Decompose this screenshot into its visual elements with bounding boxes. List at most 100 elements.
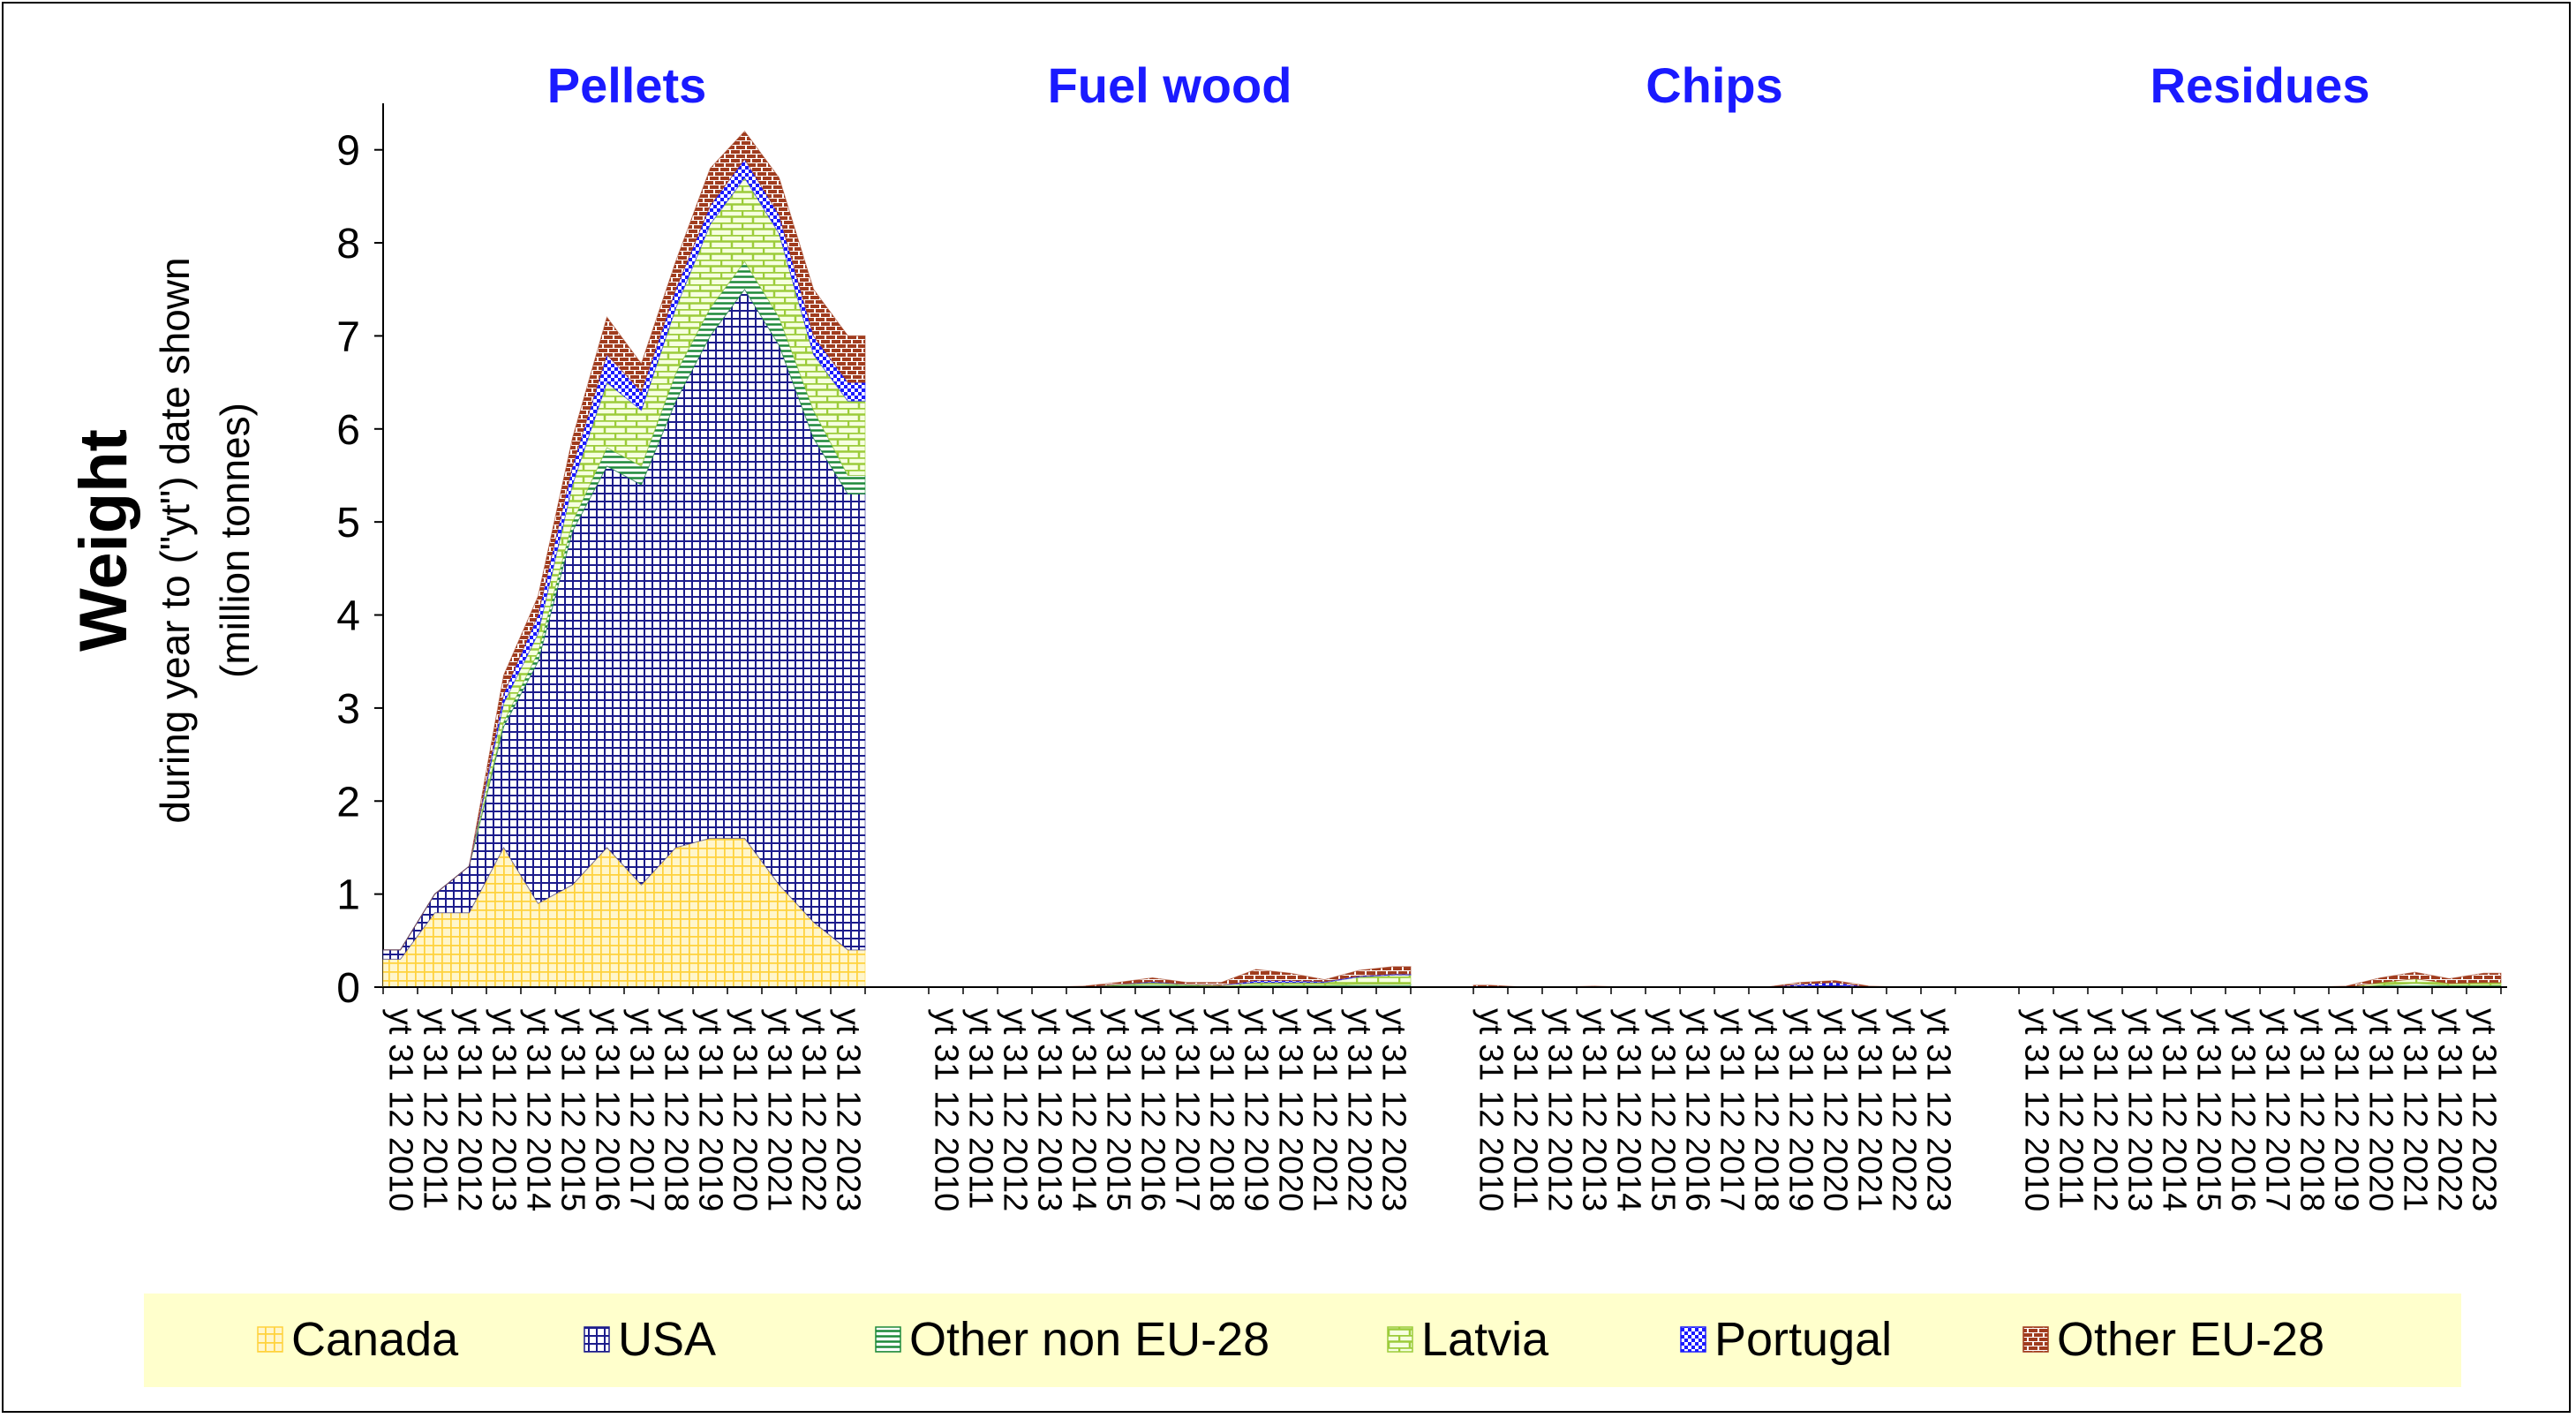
legend-label: USA xyxy=(618,1313,716,1366)
panel-residues xyxy=(2019,971,2502,988)
legend-swatch-other-eu-28 xyxy=(2022,1326,2049,1353)
y-axis-title: Weight xyxy=(66,429,141,652)
panel-title-chips: Chips xyxy=(1646,57,1783,113)
legend-label: Latvia xyxy=(1421,1313,1549,1366)
x-tick-label: yt 31 12 2019 xyxy=(692,1008,729,1211)
y-tick-label: 8 xyxy=(336,221,360,268)
x-tick-label: yt 31 12 2016 xyxy=(1679,1008,1716,1211)
x-tick-label: yt 31 12 2013 xyxy=(486,1008,523,1211)
y-axis-subtitle-line-2: (million tonnes) xyxy=(212,403,258,678)
y-axis: 0 1 2 3 4 5 6 7 8 9 xyxy=(336,103,384,1012)
x-tick-label: yt 31 12 2022 xyxy=(1341,1008,1378,1211)
legend-label: Other EU-28 xyxy=(2057,1313,2324,1366)
x-tick-label: yt 31 12 2014 xyxy=(2156,1008,2193,1211)
panel-title-pellets: Pellets xyxy=(547,57,707,113)
x-tick-label: yt 31 12 2012 xyxy=(997,1008,1034,1211)
legend-swatch-other-non-eu-28 xyxy=(875,1326,901,1353)
panel-pellets xyxy=(382,130,866,988)
panel-title-fuel-wood: Fuel wood xyxy=(1048,57,1292,113)
panel-fuel-wood xyxy=(929,966,1412,988)
x-tick-label: yt 31 12 2021 xyxy=(1851,1008,1888,1211)
x-tick-label: yt 31 12 2015 xyxy=(2190,1008,2227,1211)
x-tick-label: yt 31 12 2023 xyxy=(2466,1008,2503,1211)
x-tick-label: yt 31 12 2020 xyxy=(727,1008,764,1211)
x-tick-label: yt 31 12 2018 xyxy=(2294,1008,2331,1211)
x-tick-label: yt 31 12 2016 xyxy=(1134,1008,1171,1211)
legend: Canada USA Other non EU-28 Latvia Portugal Ot… xyxy=(144,1294,2461,1387)
x-tick-label: yt 31 12 2016 xyxy=(589,1008,626,1211)
x-tick-label: yt 31 12 2020 xyxy=(2362,1008,2399,1211)
y-axis-subtitle-line-1: during year to ("yt") date shown xyxy=(152,257,198,823)
legend-label: Portugal xyxy=(1714,1313,1892,1366)
x-tick-label: yt 31 12 2021 xyxy=(1307,1008,1344,1211)
x-tick-label: yt 31 12 2021 xyxy=(2397,1008,2434,1211)
x-tick-label: yt 31 12 2021 xyxy=(761,1008,798,1211)
x-tick-label: yt 31 12 2018 xyxy=(658,1008,695,1211)
legend-swatch-latvia xyxy=(1387,1326,1413,1353)
x-tick-label: yt 31 12 2022 xyxy=(2431,1008,2468,1211)
x-tick-label: yt 31 12 2010 xyxy=(2018,1008,2055,1211)
x-tick-label: yt 31 12 2012 xyxy=(1541,1008,1578,1211)
x-tick-label: yt 31 12 2022 xyxy=(795,1008,832,1211)
x-tick-label: yt 31 12 2011 xyxy=(962,1008,999,1209)
x-tick-label: yt 31 12 2011 xyxy=(417,1008,454,1209)
series-area-other-eu-28 xyxy=(1473,980,1955,988)
x-tick-label: yt 31 12 2022 xyxy=(1886,1008,1923,1211)
x-tick-label: yt 31 12 2014 xyxy=(1610,1008,1647,1211)
x-tick-label: yt 31 12 2010 xyxy=(928,1008,965,1211)
x-tick-label: yt 31 12 2017 xyxy=(623,1008,660,1211)
x-tick-label: yt 31 12 2019 xyxy=(1238,1008,1275,1211)
series-area-other-eu-28 xyxy=(383,130,866,951)
x-tick-label: yt 31 12 2023 xyxy=(1920,1008,1957,1211)
y-tick-label: 1 xyxy=(336,872,360,919)
y-tick-label: 6 xyxy=(336,407,360,454)
panel-chips xyxy=(1473,980,1955,988)
x-tick-label: yt 31 12 2015 xyxy=(1100,1008,1137,1211)
x-tick-label: yt 31 12 2013 xyxy=(1576,1008,1613,1211)
panel-title-residues: Residues xyxy=(2150,57,2370,113)
x-tick-label: yt 31 12 2020 xyxy=(1272,1008,1309,1211)
y-tick-label: 9 xyxy=(336,128,360,175)
legend-background xyxy=(144,1294,2461,1387)
x-tick-label: yt 31 12 2016 xyxy=(2225,1008,2262,1211)
x-tick-label: yt 31 12 2015 xyxy=(1645,1008,1682,1211)
x-tick-label: yt 31 12 2017 xyxy=(1169,1008,1206,1211)
x-tick-label: yt 31 12 2011 xyxy=(1507,1008,1544,1209)
x-tick-label: yt 31 12 2023 xyxy=(1375,1008,1412,1211)
y-tick-label: 7 xyxy=(336,313,360,360)
y-tick-label: 5 xyxy=(336,500,360,547)
x-tick-label: yt 31 12 2010 xyxy=(382,1008,419,1211)
legend-swatch-usa xyxy=(584,1326,610,1353)
x-tick-label: yt 31 12 2010 xyxy=(1473,1008,1510,1211)
legend-swatch-portugal xyxy=(1680,1326,1706,1353)
x-tick-label: yt 31 12 2020 xyxy=(1817,1008,1854,1211)
x-tick-label: yt 31 12 2014 xyxy=(1066,1008,1103,1211)
x-tick-label: yt 31 12 2011 xyxy=(2053,1008,2090,1209)
x-tick-label: yt 31 12 2017 xyxy=(1714,1008,1751,1211)
x-tick-label: yt 31 12 2014 xyxy=(520,1008,557,1211)
panel-titles: Pellets Fuel wood Chips Residues xyxy=(547,57,2370,113)
x-tick-label: yt 31 12 2023 xyxy=(830,1008,867,1211)
x-tick-label: yt 31 12 2012 xyxy=(2087,1008,2124,1211)
y-tick-label: 2 xyxy=(336,779,360,826)
x-tick-label: yt 31 12 2018 xyxy=(1748,1008,1785,1211)
x-tick-label: yt 31 12 2018 xyxy=(1203,1008,1240,1211)
y-tick-label: 4 xyxy=(336,593,360,640)
legend-label: Canada xyxy=(291,1313,459,1366)
y-tick-label: 3 xyxy=(336,686,360,733)
x-tick-label: yt 31 12 2019 xyxy=(1782,1008,1819,1211)
x-tick-label: yt 31 12 2013 xyxy=(2121,1008,2158,1211)
x-tick-label: yt 31 12 2012 xyxy=(451,1008,488,1211)
x-tick-label: yt 31 12 2013 xyxy=(1031,1008,1068,1211)
area-layers xyxy=(382,130,2502,988)
x-tick-label: yt 31 12 2019 xyxy=(2328,1008,2365,1211)
x-tick-label: yt 31 12 2017 xyxy=(2259,1008,2296,1211)
y-tick-label: 0 xyxy=(336,965,360,1012)
y-axis-label: Weight during year to ("yt") date shown … xyxy=(66,257,258,823)
legend-label: Other non EU-28 xyxy=(909,1313,1269,1366)
legend-swatch-canada xyxy=(257,1326,283,1353)
x-tick-label: yt 31 12 2015 xyxy=(554,1008,591,1211)
